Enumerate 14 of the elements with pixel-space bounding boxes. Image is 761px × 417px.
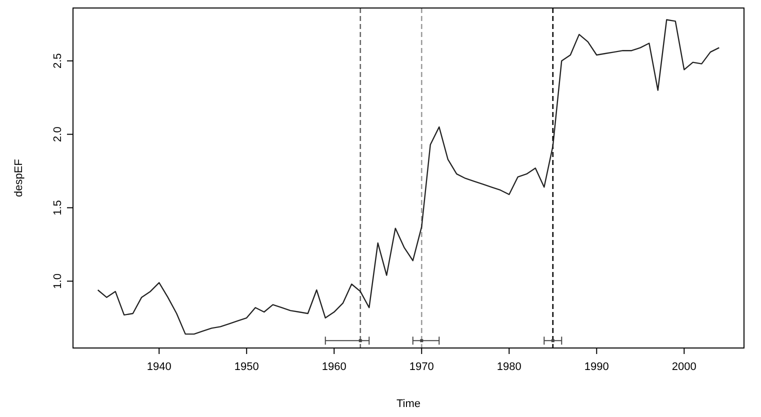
x-tick-label: 1950 (234, 361, 259, 373)
line-series (97, 19, 720, 335)
y-tick-label: 1.5 (52, 200, 64, 216)
x-tick-label: 1980 (496, 361, 522, 373)
x-tick-label: 1960 (322, 361, 346, 373)
x-tick-label: 1990 (584, 361, 609, 373)
x-tick-label: 2000 (672, 361, 696, 373)
x-tick-label: 1940 (146, 361, 172, 373)
y-tick-label: 2.5 (52, 53, 64, 69)
y-axis-title: despEF (13, 158, 25, 197)
x-axis-title: Time (396, 398, 421, 410)
x-tick-label: 1970 (409, 361, 434, 373)
y-tick-label: 1.0 (52, 274, 64, 289)
y-tick-label: 2.0 (52, 126, 64, 142)
